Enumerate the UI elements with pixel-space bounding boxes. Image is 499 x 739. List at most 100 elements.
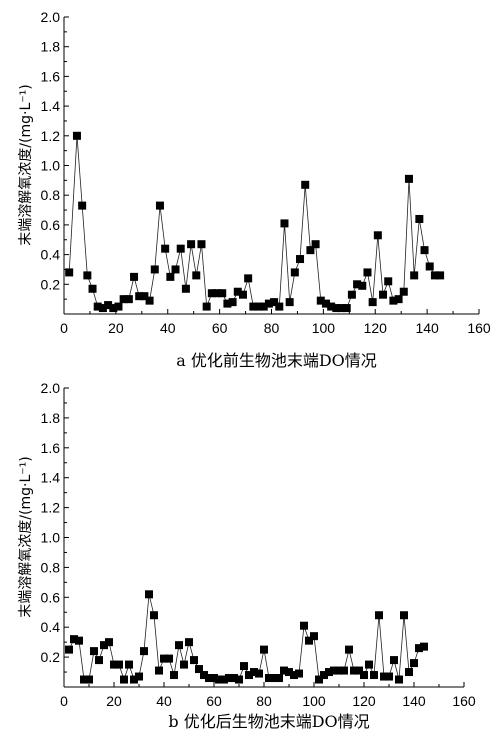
- chart-b-data-point: [265, 674, 273, 683]
- chart-b-data-point: [140, 647, 148, 656]
- chart-b-data-point: [65, 645, 73, 654]
- chart-a-data-point: [404, 174, 413, 183]
- chart-a-data-point: [270, 298, 279, 307]
- chart-b-x-tick-label: 140: [402, 693, 426, 709]
- chart-a-data-point: [130, 272, 139, 281]
- chart-a-y-tick-label: 2.0: [41, 9, 61, 25]
- chart-a-y-tick-label: 1.8: [41, 39, 61, 55]
- chart-b-x-tick-label: 40: [156, 693, 172, 709]
- chart-a-data-point: [285, 298, 294, 307]
- chart-b-y-tick-label: 0.4: [41, 619, 61, 635]
- chart-b-data-point: [390, 656, 398, 665]
- chart-a-data-point: [192, 271, 201, 280]
- chart-a-data-point: [202, 302, 211, 311]
- chart-a-data-point: [296, 255, 305, 264]
- chart-a-y-tick-label: 1.6: [41, 68, 61, 84]
- chart-b-data-point: [205, 674, 213, 683]
- chart-a-data-point: [306, 246, 315, 255]
- chart-a-data-point: [88, 284, 97, 293]
- chart-b-data-point: [370, 671, 378, 680]
- chart-b-data-point: [220, 675, 228, 684]
- chart-b-data-point: [365, 660, 373, 669]
- chart-a-data-point: [119, 295, 128, 304]
- chart-a-data-point: [98, 304, 107, 313]
- chart-a-data-point: [223, 299, 232, 308]
- chart-a-data-point: [145, 296, 154, 305]
- chart-b-data-point: [165, 654, 173, 663]
- chart-a-data-point: [415, 214, 424, 223]
- chart-b-data-point: [375, 611, 383, 620]
- chart-a-data-point: [275, 302, 284, 311]
- chart-a-caption: a 优化前生物池末端DO情况: [176, 351, 377, 370]
- chart-b-data-point: [235, 675, 243, 684]
- chart-a-data-point: [379, 290, 388, 299]
- chart-a-data-point: [373, 231, 382, 240]
- chart-b-y-tick-label: 1.8: [41, 410, 61, 426]
- chart-b-data-point: [345, 645, 353, 654]
- chart-a-y-tick-label: 0.6: [41, 217, 61, 233]
- chart-b-data-point: [275, 674, 283, 683]
- chart-b-x-tick-label: 120: [352, 693, 376, 709]
- chart-b-y-tick-label: 0.8: [41, 559, 61, 575]
- chart-b-data-point: [385, 672, 393, 681]
- chart-a-data-point: [368, 298, 377, 307]
- chart-a-data-point: [327, 302, 336, 311]
- chart-a-data-point: [140, 292, 149, 301]
- chart-a-data-point: [301, 180, 310, 189]
- chart-a-data-point: [316, 296, 325, 305]
- chart-a-data-point: [78, 201, 87, 210]
- chart-a-data-point: [233, 287, 242, 296]
- chart-a-y-axis-label: 末端溶解氧浓度/(mg·L⁻¹): [18, 84, 34, 245]
- chart-b-data-point: [225, 674, 233, 683]
- chart-b-data-point: [290, 671, 298, 680]
- chart-b-x-tick-label: 160: [452, 693, 476, 709]
- chart-b-data-point: [145, 590, 153, 599]
- chart-b-data-point: [190, 656, 198, 665]
- chart-a-y-tick-label: 1.4: [41, 98, 61, 114]
- chart-a-x-tick-label: 140: [415, 320, 439, 336]
- chart-b-x-tick-label: 20: [106, 693, 122, 709]
- chart-b-data-point: [395, 675, 403, 684]
- chart-b-data-point: [170, 671, 178, 680]
- chart-a-data-point: [150, 265, 159, 274]
- chart-a-data-point: [197, 240, 206, 249]
- chart-a-data-point: [228, 298, 237, 307]
- chart-b-data-point: [175, 641, 183, 650]
- chart-b-data-point: [405, 668, 413, 677]
- chart-a-data-point: [321, 299, 330, 308]
- chart-b-y-tick-label: 1.4: [41, 470, 61, 486]
- chart-a-data-point: [353, 280, 362, 289]
- chart-a-data-point: [337, 304, 346, 313]
- chart-a-data-point: [181, 284, 190, 293]
- chart-b-data-point: [420, 642, 428, 651]
- chart-b-caption: b 优化后生物池末端DO情况: [168, 712, 369, 731]
- chart-b-data-point: [215, 675, 223, 684]
- chart-b-data-point: [360, 671, 368, 680]
- chart-b-data-point: [130, 675, 138, 684]
- chart-a-data-point: [280, 219, 289, 228]
- chart-a-data-point: [83, 271, 92, 280]
- chart-a-data-point: [394, 295, 403, 304]
- chart-b-data-point: [305, 636, 313, 645]
- chart-a-data-point: [213, 289, 222, 298]
- chart-b-data-point: [325, 668, 333, 677]
- chart-b-data-point: [280, 666, 288, 675]
- chart-a-data-point: [161, 244, 170, 253]
- chart-b-y-tick-label: 1.6: [41, 440, 61, 456]
- chart-a-x-tick-label: 80: [264, 320, 280, 336]
- chart-a-data-point: [244, 274, 253, 283]
- chart-a-x-tick-label: 0: [60, 320, 68, 336]
- chart-b-data-point: [320, 671, 328, 680]
- chart-b-y-tick-label: 1.2: [41, 500, 61, 516]
- chart-a-data-point: [187, 240, 196, 249]
- chart-b-x-tick-label: 0: [60, 693, 68, 709]
- chart-b-data-point: [210, 674, 218, 683]
- chart-b-data-point: [310, 632, 318, 641]
- chart-a-x-tick-label: 160: [467, 320, 491, 336]
- chart-a-x-tick-label: 20: [108, 320, 124, 336]
- chart-b-data-point: [200, 671, 208, 680]
- chart-a-data-point: [249, 302, 258, 311]
- chart-b-data-point: [150, 611, 158, 620]
- chart-b-data-point: [160, 654, 168, 663]
- chart-a-data-point: [342, 304, 351, 313]
